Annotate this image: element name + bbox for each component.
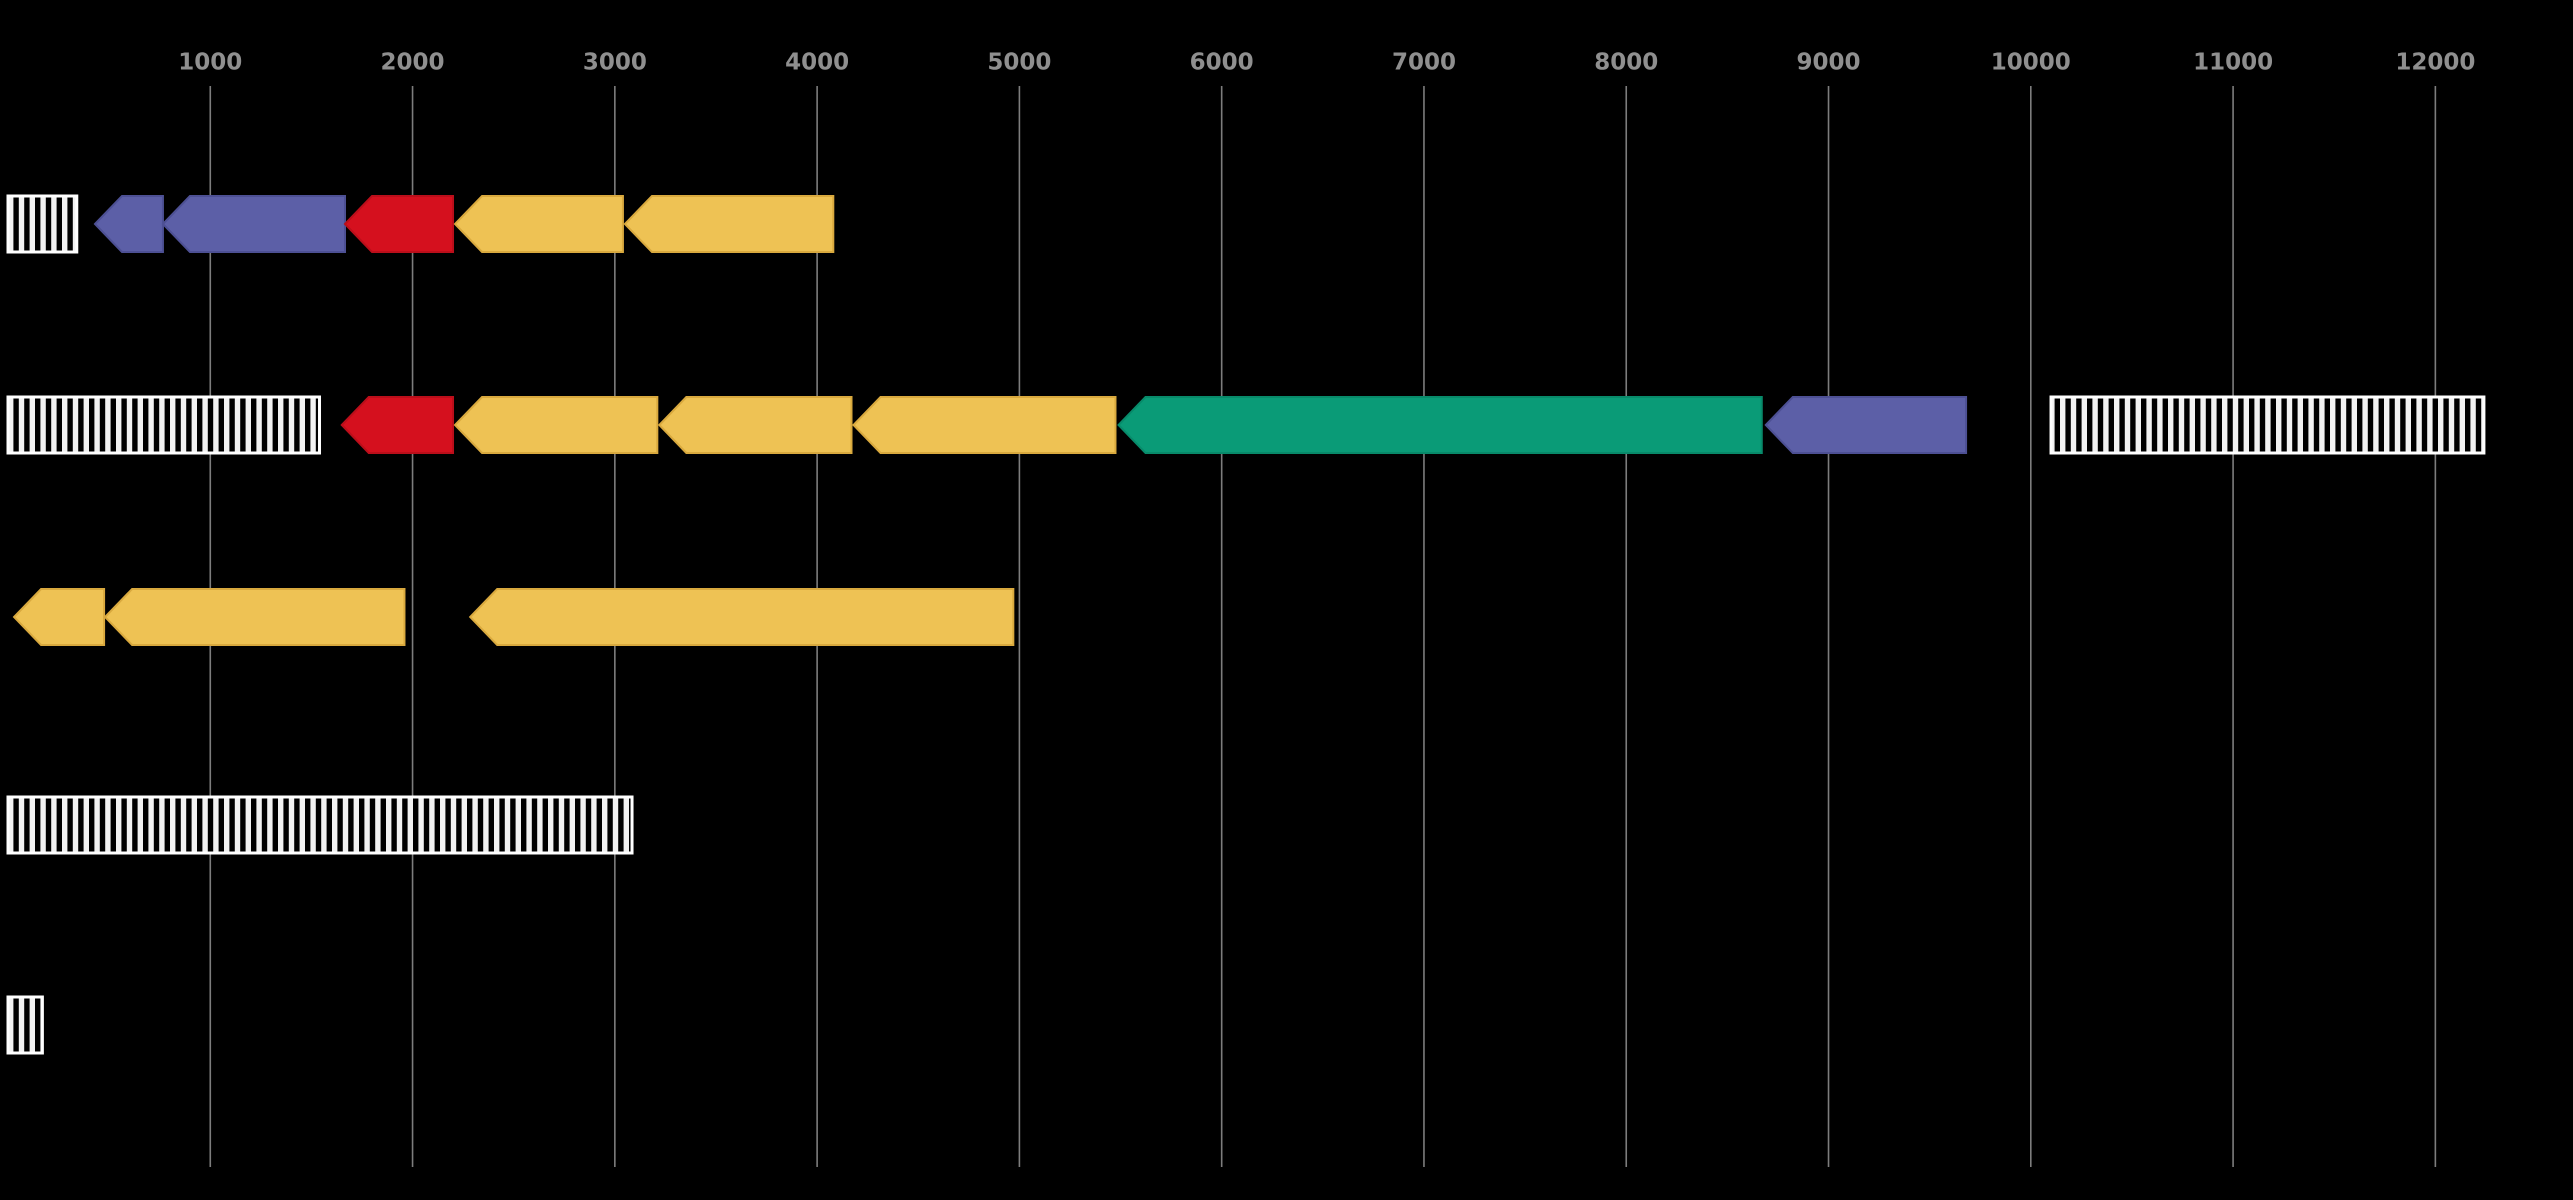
axis-tick-label: 1000 [178,50,242,76]
axis-tick-label: 4000 [785,50,849,76]
axis-tick-label-layer: 1000 2000 3000 4000 5000 6000 7000 8000 9000 1000… [178,50,2475,76]
axis-tick-label: 6000 [1190,50,1254,76]
gene-arrow-yellow [453,396,659,454]
gene-arrow-teal [1117,396,1763,454]
axis-tick-label: 8000 [1594,50,1658,76]
gene-arrow-red [343,195,455,253]
row-5 [6,995,44,1055]
gene-arrow-yellow [468,588,1015,646]
axis-tick-label: 3000 [583,50,647,76]
hatched-feature-box [6,395,322,455]
hatched-feature-box [6,194,79,254]
gene-arrow-red [340,396,455,454]
gene-arrow-purple [1764,396,1968,454]
gene-arrow-yellow [103,588,406,646]
row-3 [12,588,1015,646]
gene-arrow-purple [161,195,346,253]
row-4 [6,795,634,855]
hatched-feature-box [6,795,634,855]
hatched-feature-box [6,995,44,1055]
axis-tick-label: 10000 [1991,50,2071,76]
gene-arrow-yellow [852,396,1117,454]
gene-arrow-yellow [453,195,624,253]
row-1 [6,194,835,254]
gene-arrow-yellow [623,195,835,253]
axis-tick-label: 5000 [987,50,1051,76]
axis-tick-label: 7000 [1392,50,1456,76]
axis-tick-label: 12000 [2395,50,2475,76]
axis-tick-label: 9000 [1797,50,1861,76]
axis-tick-label: 2000 [381,50,445,76]
hatched-feature-box [2049,395,2486,455]
gene-feature-layer [6,194,2486,1055]
axis-tick-label: 11000 [2193,50,2273,76]
row-2 [6,395,2486,455]
gene-arrow-yellow [657,396,853,454]
